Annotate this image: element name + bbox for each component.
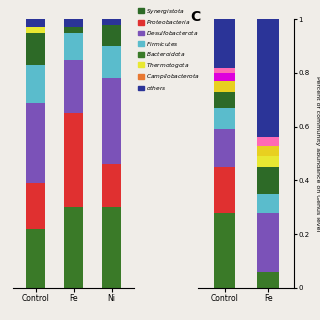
Bar [102, 25, 121, 46]
Bar [257, 272, 279, 288]
Bar [257, 19, 279, 138]
Bar [102, 207, 121, 288]
Bar [102, 19, 121, 25]
Bar [102, 78, 121, 164]
Bar [214, 167, 236, 213]
Bar [26, 183, 45, 229]
Bar [257, 194, 279, 213]
Bar [64, 207, 83, 288]
Bar [64, 60, 83, 113]
Legend: $\it{Synergistota}$, $\it{Proteobacteria}$, $\it{Desulfobacterota}$, $\it{Firmic: $\it{Synergistota}$, $\it{Proteobacteria… [137, 6, 201, 93]
Bar [26, 102, 45, 183]
Bar [26, 65, 45, 102]
Bar [214, 19, 236, 68]
Bar [214, 68, 236, 73]
Bar [26, 229, 45, 288]
Bar [257, 146, 279, 156]
Bar [102, 164, 121, 207]
Bar [64, 19, 83, 27]
Bar [26, 33, 45, 65]
Bar [214, 108, 236, 129]
Bar [26, 19, 45, 27]
Bar [257, 213, 279, 272]
Bar [257, 167, 279, 194]
Bar [214, 92, 236, 108]
Bar [214, 81, 236, 92]
Bar [257, 138, 279, 146]
Bar [64, 33, 83, 60]
Bar [64, 113, 83, 207]
Bar [102, 46, 121, 78]
Bar [26, 27, 45, 33]
Bar [214, 73, 236, 81]
Bar [214, 129, 236, 167]
Text: C: C [190, 10, 201, 24]
Bar [257, 156, 279, 167]
Bar [64, 27, 83, 33]
Bar [214, 213, 236, 288]
Y-axis label: Percent of community abundance on Genus level: Percent of community abundance on Genus … [315, 76, 320, 231]
